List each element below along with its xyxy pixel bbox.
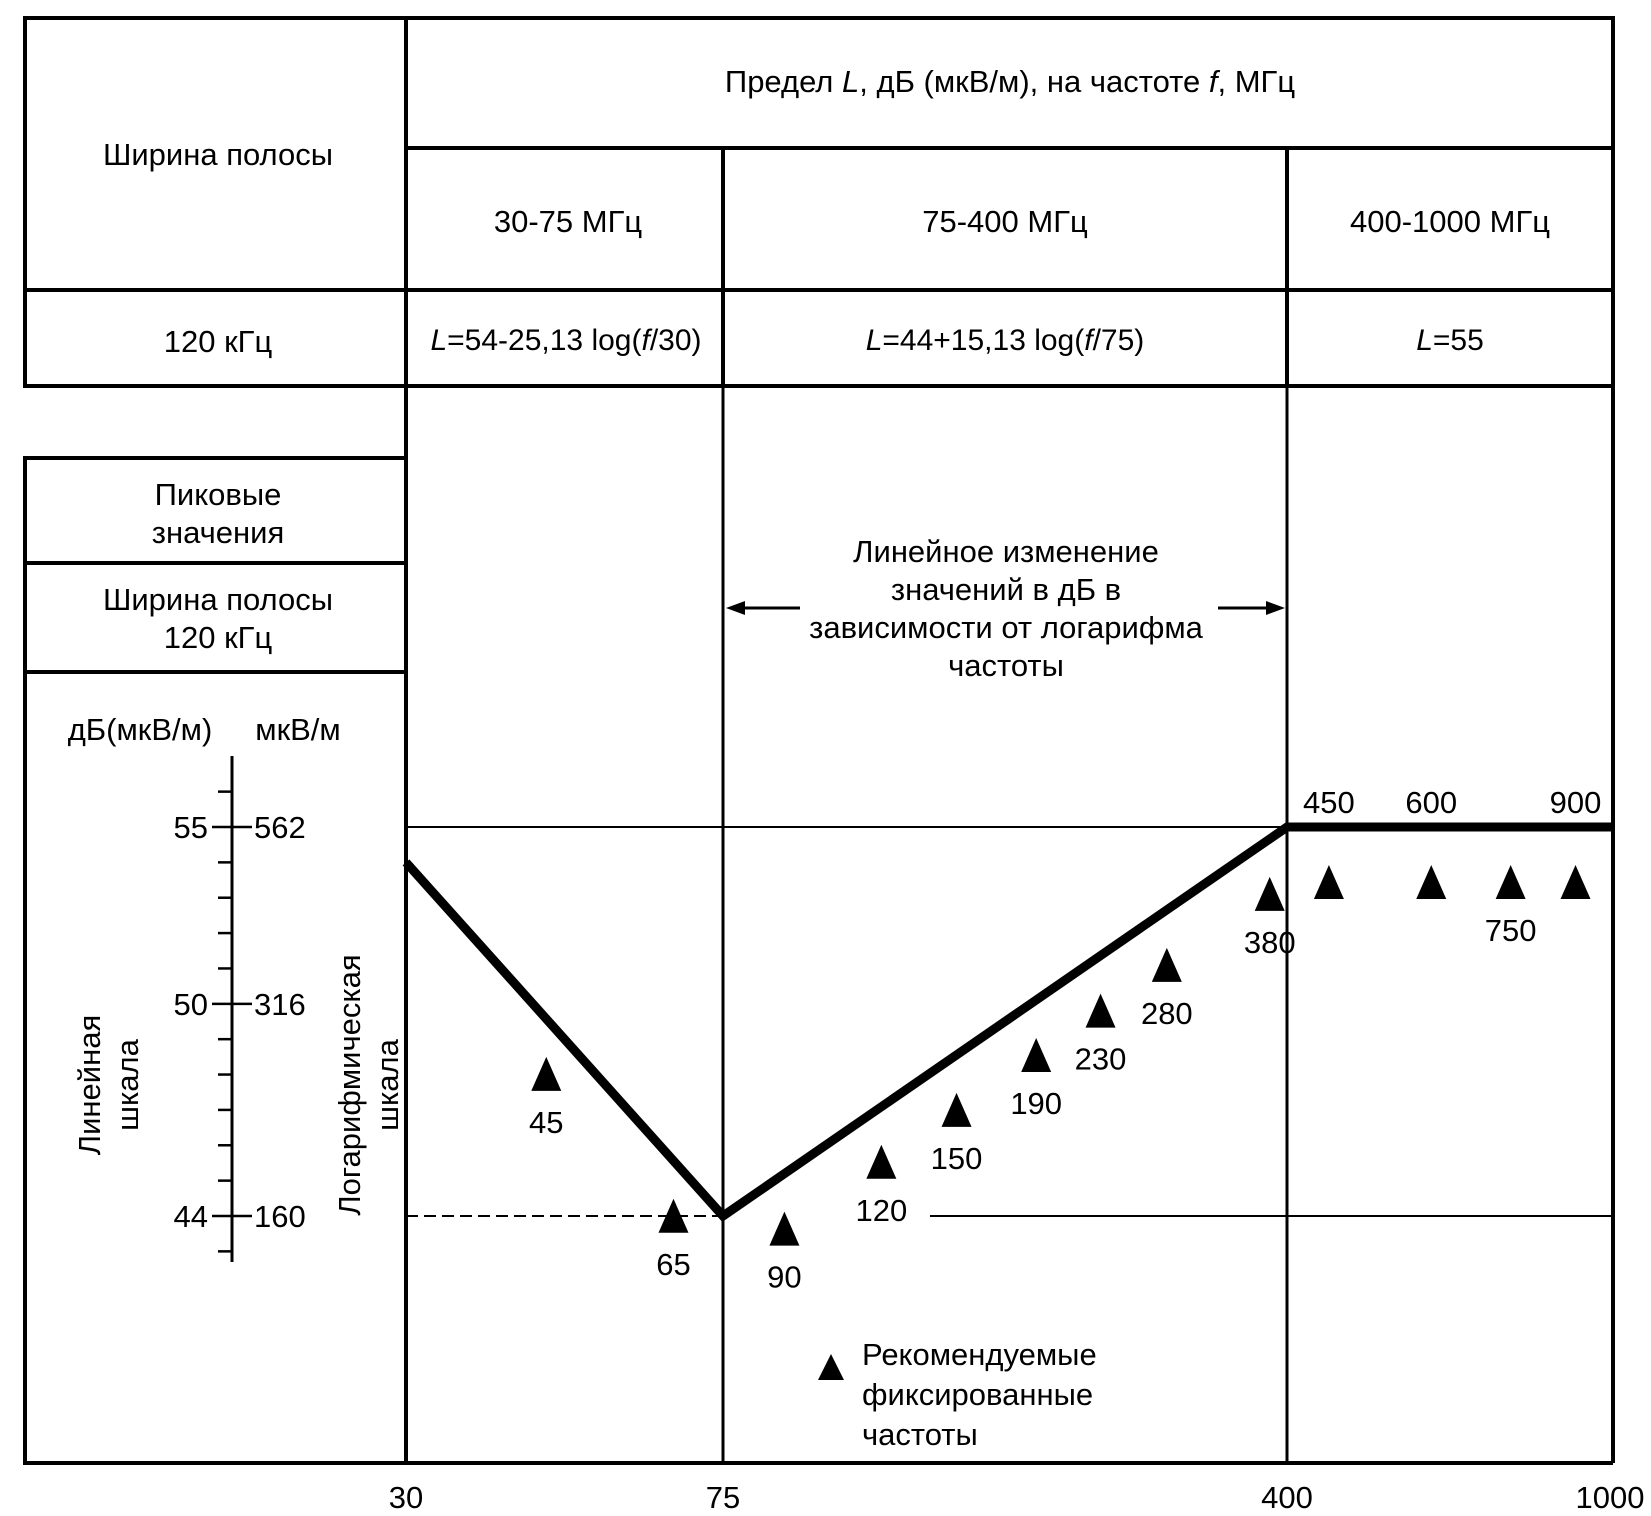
marker-triangle-90 [769,1211,800,1246]
db-tick-label-44: 44 [174,1199,208,1234]
marker-triangle-120 [866,1144,897,1179]
marker-triangle-380 [1254,876,1285,911]
uv-tick-label-562: 562 [254,810,306,845]
x-tick-labels: 30 75 400 1000 [389,1480,1645,1515]
marker-label-600: 600 [1405,785,1457,820]
x-tick-400: 400 [1261,1480,1313,1515]
marker-label-450: 450 [1303,785,1355,820]
bandwidth-label: Ширина полосы 120 кГц [103,582,333,655]
scale-ticks [212,790,252,1253]
annotation-arrows [726,601,1285,615]
marker-label-65: 65 [656,1247,690,1282]
legend-triangle-icon [818,1354,844,1380]
marker-triangle-280 [1151,947,1182,982]
marker-label-280: 280 [1141,996,1193,1031]
uv-unit-label: мкВ/м [255,712,340,747]
limit-header: Предел L, дБ (мкВ/м), на частоте f, МГц [725,64,1295,99]
header-table [23,16,1615,388]
marker-triangle-45 [531,1056,562,1091]
marker-label-750: 750 [1485,913,1537,948]
marker-label-190: 190 [1010,1086,1062,1121]
x-tick-30: 30 [389,1480,423,1515]
db-tick-label-55: 55 [174,810,208,845]
uv-tick-label-160: 160 [254,1199,306,1234]
linear-scale-label: Линейнаяшкала [72,1015,145,1155]
marker-label-230: 230 [1075,1042,1127,1077]
limit-line [402,822,1613,1222]
range-30-75-header: 30-75 МГц [494,204,643,239]
marker-label-150: 150 [931,1141,983,1176]
x-tick-1000: 1000 [1576,1480,1645,1515]
scale-labels: 55 562 50 316 44 160 [174,810,306,1234]
annotation-text: Линейное изменение значений в дБ в зависим… [809,534,1204,683]
marker-triangle-450 [1313,865,1344,899]
marker-triangle-65 [658,1198,689,1233]
marker-label-900: 900 [1550,785,1602,820]
legend-text: Рекомендуемые фиксированные частоты [862,1337,1097,1452]
peak-values-label: Пиковые значения [152,477,285,550]
marker-triangle-150 [941,1092,972,1127]
marker-triangle-900 [1560,865,1591,899]
formula-75-400: L=44+15,13 log(f/75) [866,324,1145,357]
marker-label-45: 45 [529,1105,563,1140]
marker-label-90: 90 [767,1260,801,1295]
fixed-frequency-markers: 45 65 90 120 150 190 230 280 380 450 600 750 900 [529,785,1601,1295]
marker-triangle-750 [1495,865,1526,899]
range-75-400-header: 75-400 МГц [922,204,1088,239]
formula-30-75: L=54-25,13 log(f/30) [430,324,701,357]
range-400-1000-header: 400-1000 МГц [1350,204,1550,239]
plot-frame [404,386,1615,1465]
marker-triangle-190 [1021,1037,1052,1072]
bandwidth-value: 120 кГц [164,324,273,359]
left-panel-frame [23,456,406,1465]
x-tick-75: 75 [706,1480,740,1515]
marker-label-380: 380 [1244,925,1296,960]
db-unit-label: дБ(мкВ/м) [68,712,213,747]
log-scale-label: Логарифмическаяшкала [332,954,405,1215]
db-tick-label-50: 50 [174,987,208,1022]
formula-400-1000: L=55 [1416,324,1484,357]
marker-triangle-600 [1416,865,1447,899]
marker-label-120: 120 [855,1193,907,1228]
marker-triangle-230 [1085,993,1116,1028]
bandwidth-header: Ширина полосы [103,137,333,172]
uv-tick-label-316: 316 [254,987,306,1022]
